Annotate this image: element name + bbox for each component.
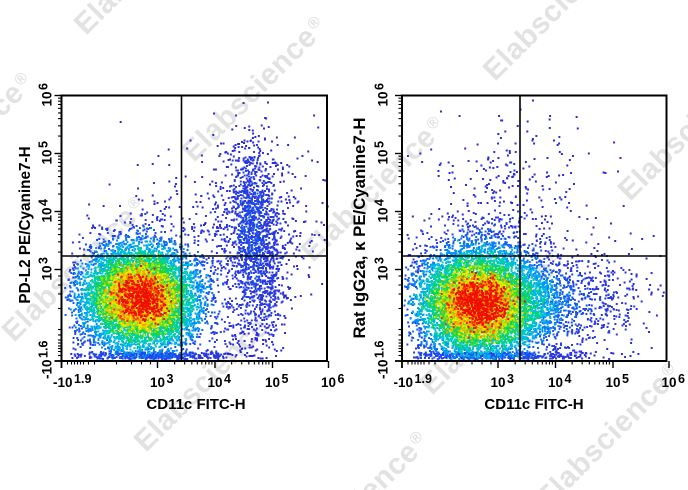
svg-text:-101.9: -10 1.9 — [394, 372, 432, 390]
svg-text:106: 106 — [321, 372, 345, 390]
svg-text:103: 103 — [37, 257, 55, 281]
svg-text:104: 104 — [208, 372, 232, 390]
svg-text:103: 103 — [150, 372, 174, 390]
svg-text:104: 104 — [373, 199, 391, 223]
svg-text:106: 106 — [37, 83, 55, 107]
svg-text:CD11c FITC-H: CD11c FITC-H — [146, 396, 245, 413]
svg-text:103: 103 — [373, 257, 391, 281]
svg-text:106: 106 — [373, 83, 391, 107]
svg-text:105: 105 — [606, 372, 630, 390]
svg-text:105: 105 — [373, 141, 391, 165]
svg-text:105: 105 — [265, 372, 289, 390]
svg-text:CD11c FITC-H: CD11c FITC-H — [484, 396, 583, 413]
svg-text:-101.6: -101.6 — [37, 341, 55, 379]
svg-text:-101.6: -101.6 — [373, 341, 391, 379]
svg-text:-101.9: -10 1.9 — [53, 372, 91, 390]
svg-text:104: 104 — [548, 372, 572, 390]
svg-text:Rat IgG2a, κ PE/Cyanine7-H: Rat IgG2a, κ PE/Cyanine7-H — [350, 117, 369, 338]
svg-text:104: 104 — [37, 199, 55, 223]
svg-text:106: 106 — [662, 372, 686, 390]
svg-text:103: 103 — [491, 372, 515, 390]
svg-text:PD-L2 PE/Cyanine7-H: PD-L2 PE/Cyanine7-H — [17, 146, 34, 303]
svg-text:105: 105 — [37, 141, 55, 165]
